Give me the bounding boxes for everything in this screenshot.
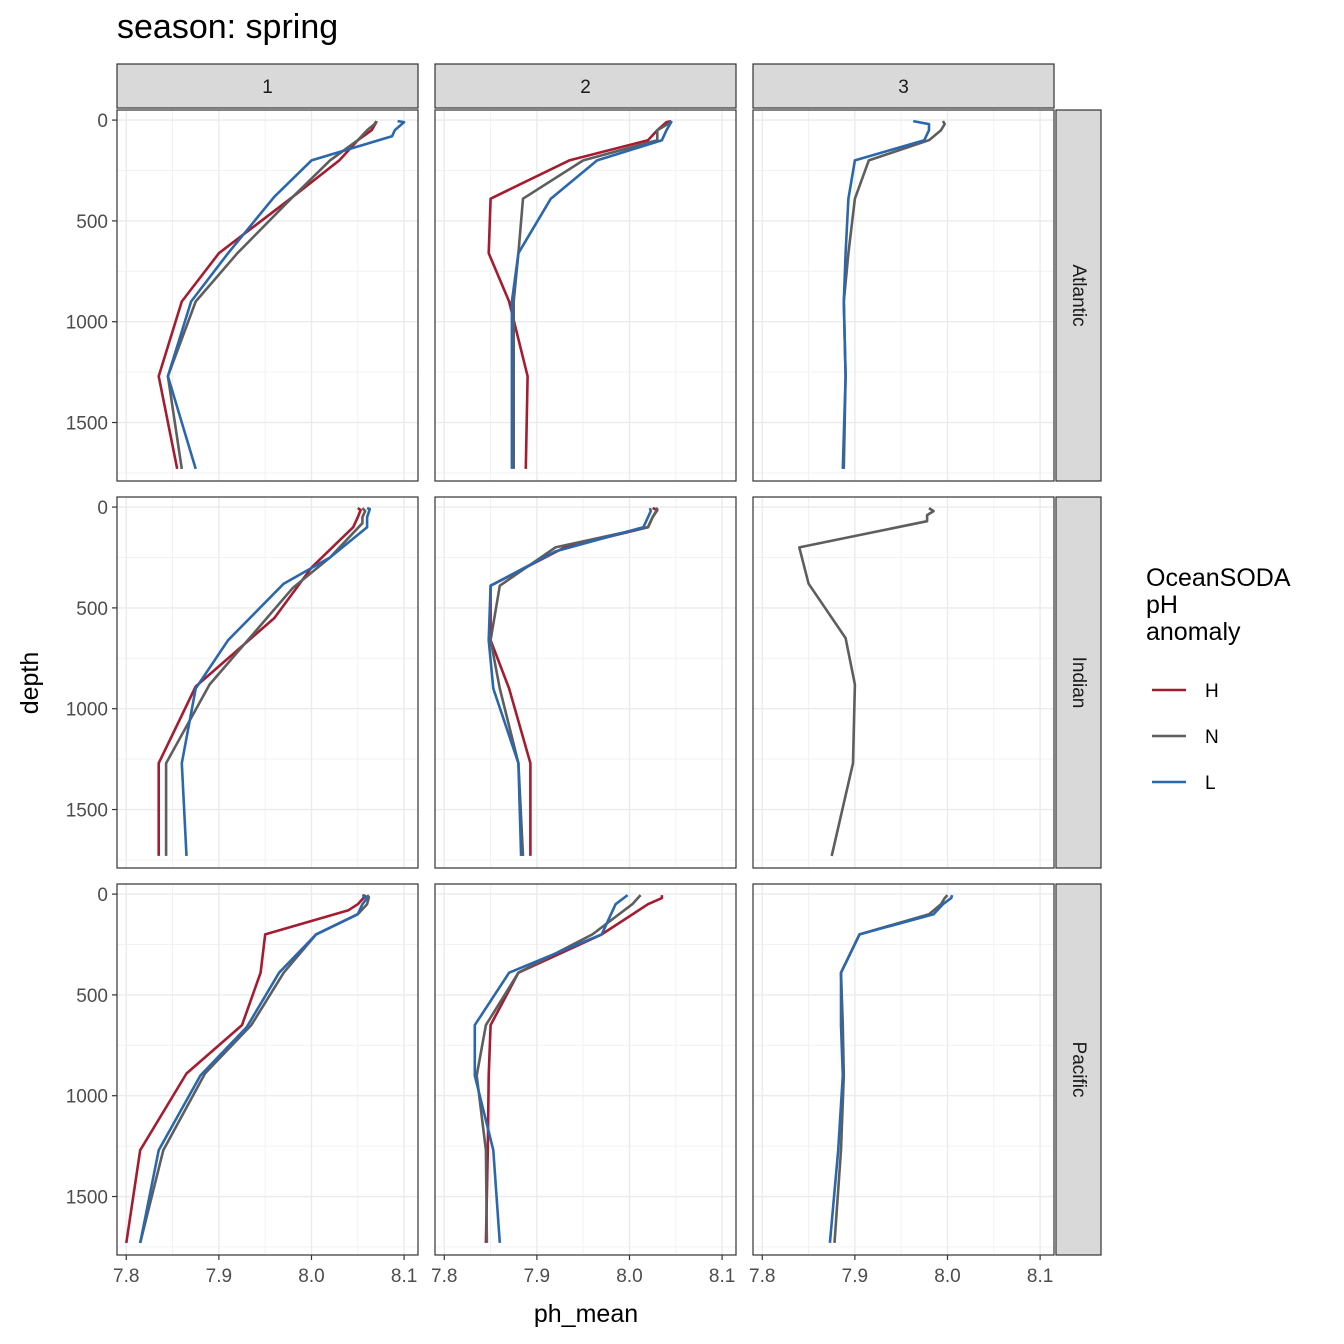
panel-border xyxy=(752,496,1055,869)
panel-background xyxy=(117,884,418,1255)
panel-border xyxy=(116,883,419,1256)
row-strip xyxy=(1055,109,1102,482)
legend-title: anomaly xyxy=(1146,618,1241,646)
series-line-l-atlantic-3 xyxy=(841,119,931,469)
panel-border xyxy=(752,883,1055,1256)
y-tick-label: 500 xyxy=(76,986,108,1007)
panel-background xyxy=(435,497,736,868)
y-tick-label: 0 xyxy=(97,498,108,519)
panel-border xyxy=(434,883,737,1256)
series-line-l-atlantic-1 xyxy=(166,119,406,470)
series-line-n-atlantic-1 xyxy=(166,120,378,470)
panel-border xyxy=(434,496,737,869)
panel-background xyxy=(117,497,418,868)
panel-border xyxy=(116,109,419,482)
series-line-l-pacific-2 xyxy=(473,894,629,1243)
panel-background xyxy=(753,884,1054,1255)
column-strip xyxy=(116,63,419,109)
y-tick-label: 0 xyxy=(97,111,108,132)
y-tick-label: 1500 xyxy=(66,801,108,822)
series-line-l-indian-1 xyxy=(180,506,372,856)
panel-background xyxy=(117,110,418,481)
x-tick-label: 7.9 xyxy=(524,1266,550,1287)
x-tick-label: 8.0 xyxy=(616,1266,642,1287)
row-strip xyxy=(1055,496,1102,869)
panel-background xyxy=(435,110,736,481)
series-line-h-pacific-1 xyxy=(125,893,367,1244)
series-line-n-indian-3 xyxy=(797,507,935,857)
chart-title: season: spring xyxy=(117,8,339,46)
y-tick-label: 1000 xyxy=(66,313,108,334)
panel-background xyxy=(753,110,1054,481)
x-tick-label: 8.0 xyxy=(298,1266,324,1287)
y-tick-label: 1000 xyxy=(66,700,108,721)
panel-background xyxy=(435,884,736,1255)
y-tick-label: 0 xyxy=(97,885,108,906)
panel-border xyxy=(434,109,737,482)
panel-border xyxy=(116,496,419,869)
legend-label-l: L xyxy=(1205,773,1216,794)
legend-title: OceanSODA xyxy=(1146,564,1291,592)
y-tick-label: 500 xyxy=(76,599,108,620)
y-tick-label: 500 xyxy=(76,212,108,233)
legend-label-n: N xyxy=(1205,727,1219,748)
series-line-l-atlantic-2 xyxy=(510,119,673,469)
series-line-n-pacific-1 xyxy=(138,894,371,1244)
column-strip-label: 1 xyxy=(262,77,273,98)
series-line-l-indian-2 xyxy=(487,507,653,856)
x-tick-label: 7.8 xyxy=(113,1266,139,1287)
x-tick-label: 7.9 xyxy=(842,1266,868,1287)
y-tick-label: 1500 xyxy=(66,414,108,435)
panel-background xyxy=(753,497,1054,868)
series-line-l-pacific-1 xyxy=(138,894,369,1244)
y-tick-label: 1500 xyxy=(66,1188,108,1209)
x-tick-label: 7.8 xyxy=(431,1266,457,1287)
row-strip-label: Atlantic xyxy=(1068,264,1089,326)
x-axis-title: ph_mean xyxy=(534,1300,638,1328)
x-tick-label: 8.0 xyxy=(934,1266,960,1287)
legend-title: pH xyxy=(1146,591,1178,619)
column-strip xyxy=(752,63,1055,109)
panel-border xyxy=(752,109,1055,482)
y-axis-title: depth xyxy=(16,652,44,715)
x-tick-label: 8.1 xyxy=(391,1266,417,1287)
row-strip-label: Indian xyxy=(1068,657,1089,709)
series-line-l-pacific-3 xyxy=(828,894,954,1244)
x-tick-label: 7.9 xyxy=(206,1266,232,1287)
x-tick-label: 7.8 xyxy=(749,1266,775,1287)
row-strip-label: Pacific xyxy=(1068,1042,1089,1098)
x-tick-label: 8.1 xyxy=(1027,1266,1053,1287)
column-strip xyxy=(434,63,737,109)
column-strip-label: 3 xyxy=(898,77,909,98)
series-line-n-atlantic-2 xyxy=(512,120,673,469)
series-line-n-pacific-2 xyxy=(475,894,642,1243)
column-strip-label: 2 xyxy=(580,77,591,98)
x-tick-label: 8.1 xyxy=(709,1266,735,1287)
y-tick-label: 1000 xyxy=(66,1087,108,1108)
row-strip xyxy=(1055,883,1102,1256)
legend-label-h: H xyxy=(1205,681,1219,702)
